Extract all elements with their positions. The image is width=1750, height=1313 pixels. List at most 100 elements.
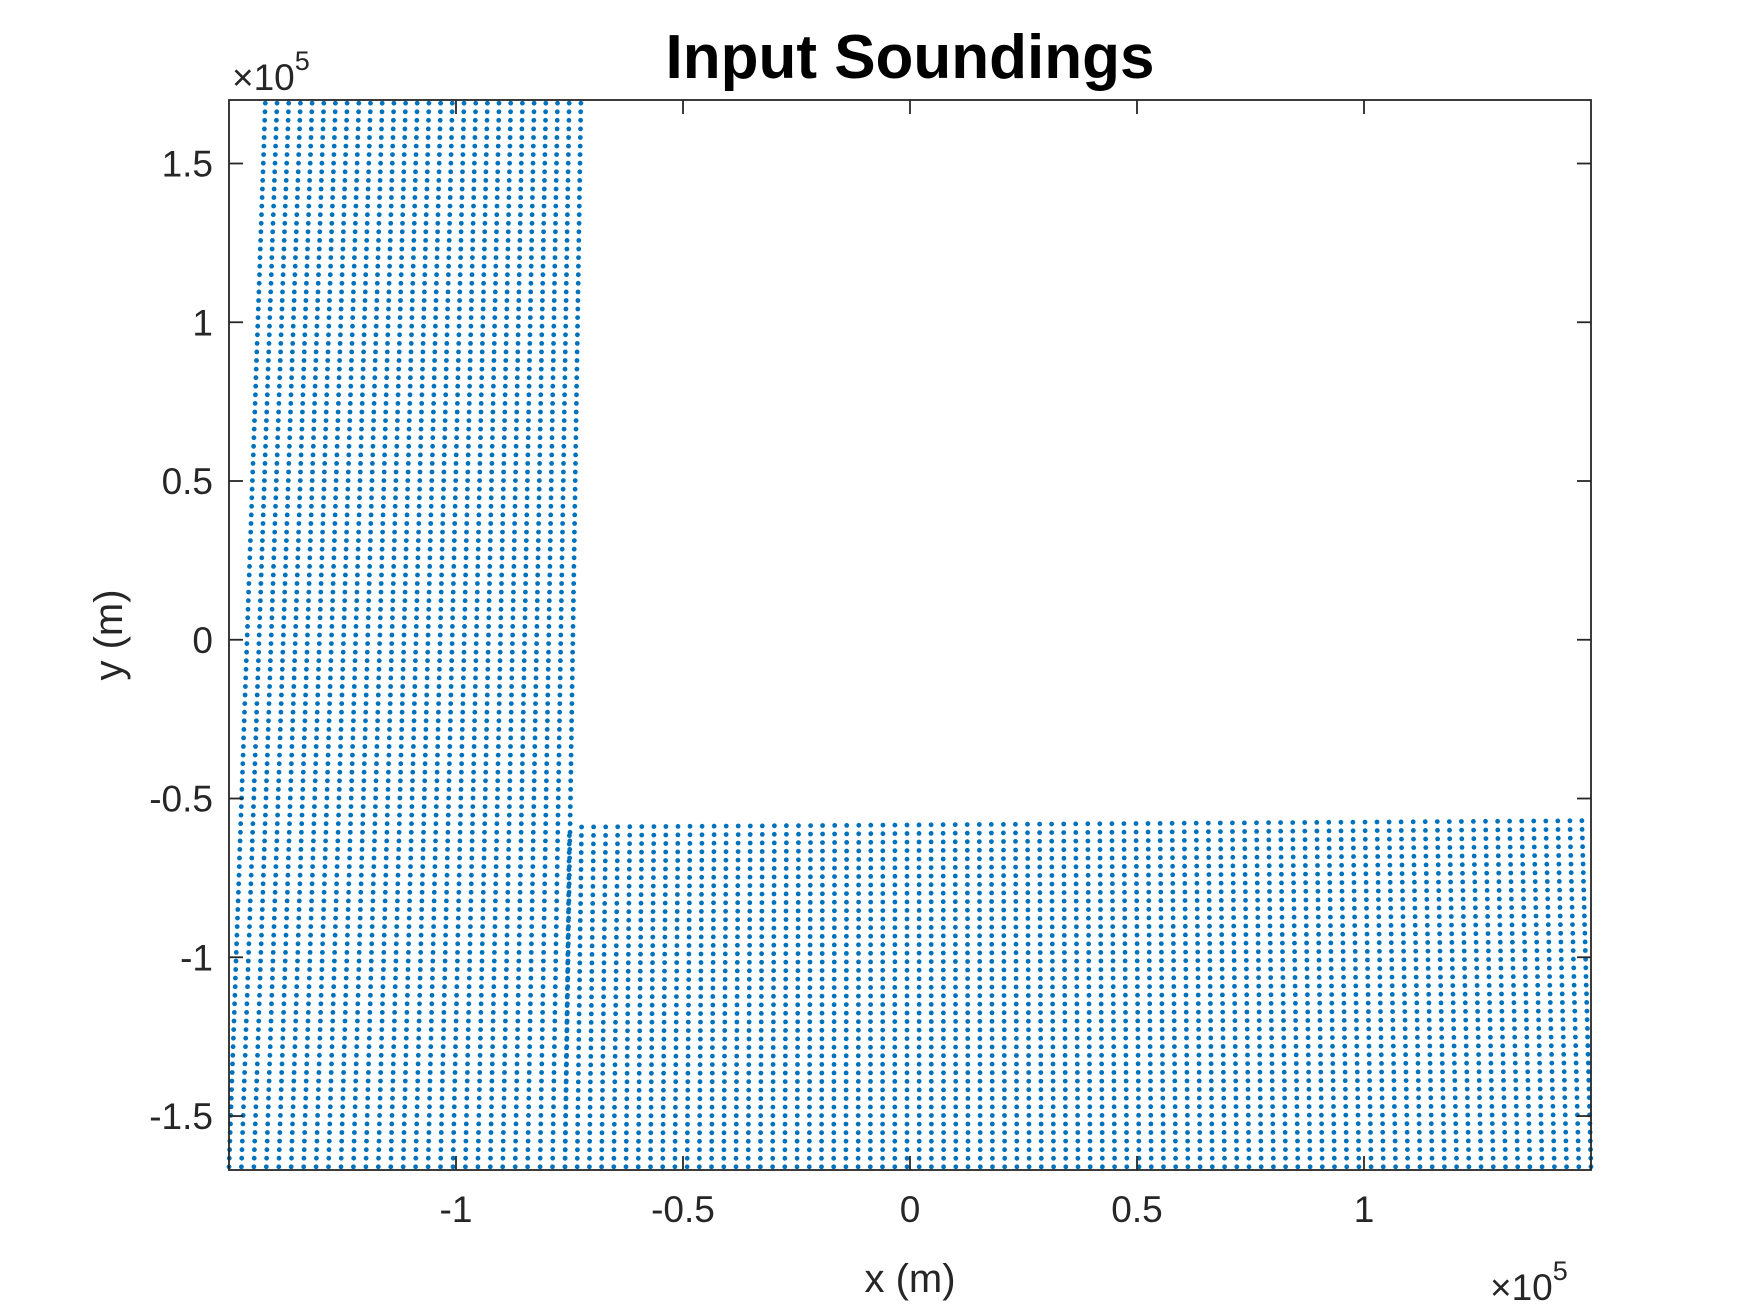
sounding-point (892, 1121, 898, 1127)
sounding-point (440, 1044, 446, 1050)
sounding-point (409, 804, 415, 809)
sounding-point (599, 1138, 605, 1144)
sounding-point (552, 280, 557, 286)
sounding-point (496, 701, 502, 706)
sounding-point (1572, 1026, 1578, 1031)
sounding-point (409, 315, 415, 320)
sounding-point (1062, 1027, 1068, 1033)
sounding-point (301, 366, 307, 372)
sounding-point (377, 195, 382, 200)
sounding-point (661, 1045, 667, 1051)
sounding-point (561, 452, 567, 458)
sounding-point (259, 907, 265, 912)
sounding-point (294, 572, 300, 578)
sounding-point (271, 941, 276, 947)
sounding-point (562, 349, 568, 355)
sounding-point (458, 787, 464, 792)
sounding-point (472, 160, 477, 166)
sounding-point (539, 1035, 545, 1041)
sounding-point (363, 701, 369, 706)
sounding-point (439, 564, 445, 569)
sounding-point (488, 1113, 494, 1118)
sounding-point (377, 1087, 383, 1092)
sounding-point (685, 1096, 691, 1102)
sounding-point (990, 1164, 995, 1170)
sounding-point (490, 1018, 496, 1024)
sounding-point (472, 692, 478, 698)
sounding-point (488, 1147, 493, 1153)
sounding-point (401, 1121, 407, 1127)
sounding-point (1524, 1052, 1530, 1057)
sounding-point (1344, 1164, 1350, 1170)
sounding-point (533, 701, 538, 706)
sounding-point (904, 1130, 910, 1135)
sounding-point (525, 1155, 531, 1161)
sounding-point (459, 186, 465, 192)
sounding-point (1124, 1121, 1129, 1127)
sounding-point (472, 117, 478, 123)
sounding-point (352, 238, 358, 243)
sounding-point (1366, 1043, 1372, 1049)
sounding-point (573, 461, 578, 466)
sounding-point (516, 306, 521, 312)
sounding-point (1197, 1164, 1203, 1170)
sounding-point (1402, 1026, 1408, 1032)
sounding-point (247, 546, 253, 552)
sounding-point (1342, 1035, 1347, 1040)
sounding-point (325, 341, 331, 346)
sounding-point (721, 1087, 727, 1093)
sounding-point (470, 220, 476, 226)
sounding-point (289, 1147, 295, 1153)
sounding-point (819, 1053, 825, 1059)
sounding-point (555, 812, 561, 818)
sounding-point (1112, 1138, 1117, 1144)
sounding-point (721, 1121, 727, 1127)
sounding-point (941, 1044, 946, 1050)
sounding-point (531, 109, 537, 115)
sounding-point (356, 950, 362, 955)
sounding-point (251, 778, 257, 784)
sounding-point (484, 109, 490, 115)
sounding-point (430, 435, 436, 441)
sounding-point (270, 238, 275, 243)
sounding-point (508, 701, 514, 706)
sounding-point (316, 1061, 322, 1067)
sounding-point (402, 589, 408, 595)
sounding-point (457, 855, 462, 861)
sounding-point (1453, 1112, 1458, 1118)
sounding-point (1330, 1086, 1336, 1092)
sounding-point (734, 1053, 740, 1059)
sounding-point (427, 1104, 432, 1110)
sounding-point (508, 709, 514, 715)
sounding-point (354, 1052, 359, 1058)
sounding-point (734, 1062, 739, 1067)
sounding-point (542, 881, 548, 887)
sounding-point (297, 117, 303, 123)
sounding-point (1111, 1078, 1117, 1084)
sounding-point (366, 160, 372, 166)
sounding-point (977, 1138, 983, 1144)
sounding-point (482, 238, 487, 243)
sounding-point (421, 821, 427, 827)
sounding-point (623, 1155, 629, 1161)
sounding-point (1208, 1026, 1214, 1032)
sounding-point (806, 1164, 812, 1170)
sounding-point (492, 950, 497, 955)
sounding-point (519, 152, 524, 158)
sounding-point (746, 1036, 752, 1042)
sounding-point (528, 1001, 533, 1007)
sounding-point (547, 564, 553, 569)
sounding-point (478, 992, 484, 998)
sounding-point (571, 538, 577, 543)
sounding-point (241, 727, 247, 732)
sounding-point (533, 658, 539, 664)
sounding-point (539, 1070, 544, 1075)
sounding-point (423, 727, 429, 732)
sounding-point (1147, 1052, 1153, 1058)
sounding-point (831, 1155, 837, 1161)
sounding-point (531, 135, 536, 140)
sounding-point (348, 804, 354, 809)
sounding-point (346, 452, 352, 458)
sounding-point (637, 1045, 642, 1051)
sounding-point (414, 606, 420, 612)
